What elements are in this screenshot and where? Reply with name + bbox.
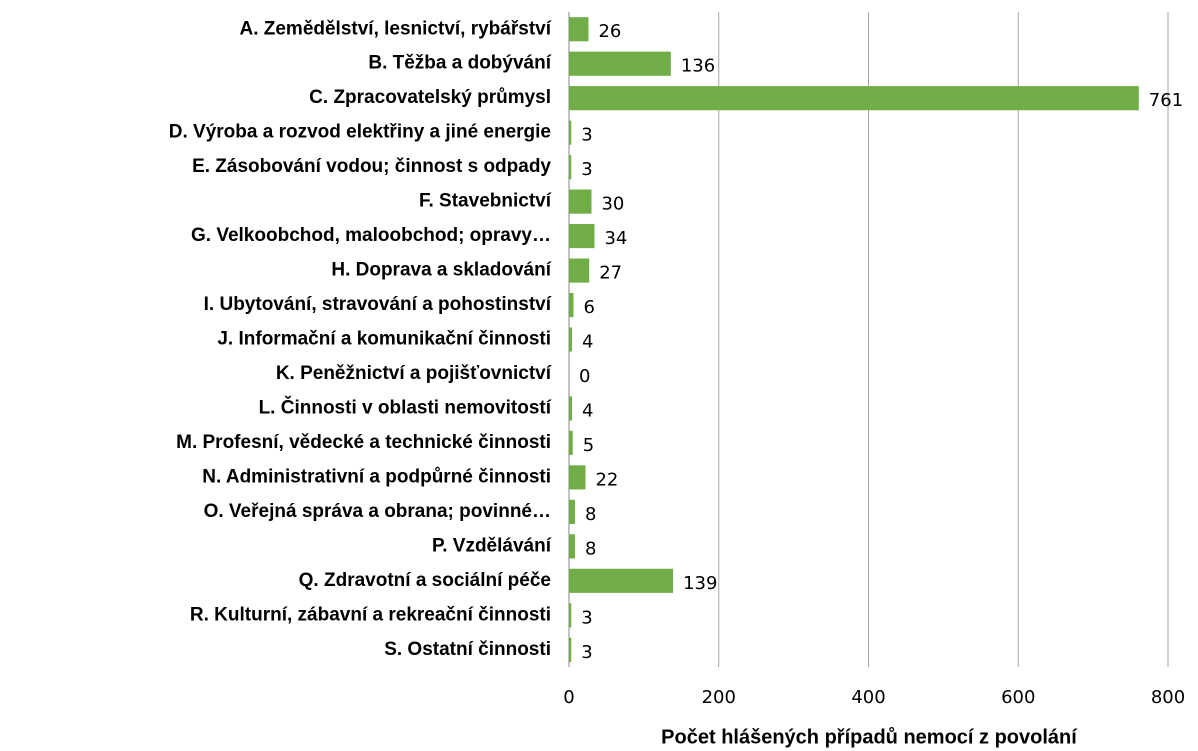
- value-label: 139: [683, 573, 717, 594]
- value-label: 4: [582, 400, 593, 421]
- bar: [569, 637, 572, 662]
- value-label: 8: [585, 538, 596, 559]
- y-tick-label: R. Kulturní, zábavní a rekreační činnost…: [190, 604, 551, 625]
- y-tick-label: M. Profesní, vědecké a technické činnost…: [176, 432, 551, 453]
- value-label: 6: [583, 297, 594, 318]
- bar: [569, 258, 590, 283]
- value-label: 30: [601, 194, 624, 215]
- x-tick-label: 600: [1001, 687, 1035, 708]
- x-tick-label: 400: [851, 687, 885, 708]
- bar: [569, 534, 575, 559]
- value-label: 27: [599, 263, 622, 284]
- value-label: 3: [581, 642, 592, 663]
- value-label: 0: [579, 366, 590, 387]
- x-tick-label: 0: [563, 687, 574, 708]
- bar: [569, 292, 574, 318]
- y-tick-label: A. Zemědělství, lesnictví, rybářství: [239, 18, 551, 39]
- value-label: 4: [582, 332, 593, 353]
- bar: [569, 603, 572, 628]
- value-label: 8: [585, 504, 596, 525]
- bar: [569, 396, 572, 421]
- y-tick-label: K. Peněžnictví a pojišťovnictví: [276, 363, 552, 384]
- x-axis-title: Počet hlášených případů nemocí z povolán…: [661, 726, 1078, 748]
- value-label: 26: [598, 21, 621, 42]
- bar: [569, 17, 589, 42]
- x-tick-label: 800: [1151, 687, 1185, 708]
- y-tick-label: G. Velkoobchod, maloobchod; opravy…: [191, 225, 551, 246]
- y-tick-label: C. Zpracovatelský průmysl: [309, 87, 551, 108]
- y-tick-label: J. Informační a komunikační činnosti: [217, 329, 551, 350]
- value-label: 761: [1149, 90, 1183, 111]
- y-tick-label: B. Těžba a dobývání: [368, 53, 551, 74]
- bar: [569, 465, 586, 490]
- value-label: 3: [581, 607, 592, 628]
- bar: [569, 51, 671, 76]
- value-label: 34: [604, 228, 627, 249]
- bar: [569, 499, 575, 524]
- x-tick-label: 200: [702, 687, 736, 708]
- value-label: 136: [681, 56, 715, 77]
- bar: [569, 430, 573, 455]
- y-tick-label: S. Ostatní činnosti: [384, 639, 551, 660]
- value-label: 5: [583, 435, 594, 456]
- y-tick-label: P. Vzdělávání: [432, 535, 552, 556]
- y-tick-label: Q. Zdravotní a sociální péče: [299, 570, 551, 591]
- y-tick-label: H. Doprava a skladování: [331, 260, 551, 281]
- bar: [569, 568, 674, 593]
- y-tick-label: D. Výroba a rozvod elektřiny a jiné ener…: [169, 122, 551, 143]
- y-tick-label: F. Stavebnictví: [419, 191, 552, 212]
- bar: [569, 86, 1139, 111]
- value-label: 22: [595, 469, 618, 490]
- bar: [569, 155, 572, 180]
- value-label: 3: [581, 125, 592, 146]
- bar: [569, 189, 592, 214]
- bar: [569, 120, 572, 145]
- y-tick-label: O. Veřejná správa a obrana; povinné…: [204, 501, 551, 522]
- y-tick-label: N. Administrativní a podpůrné činnosti: [202, 466, 551, 487]
- bar: [569, 327, 572, 352]
- y-tick-label: L. Činnosti v oblasti nemovitostí: [259, 396, 552, 418]
- bar: [569, 224, 595, 249]
- value-label: 3: [581, 159, 592, 180]
- y-tick-label: E. Zásobování vodou; činnost s odpady: [192, 156, 551, 177]
- y-tick-label: I. Ubytování, stravování a pohostinství: [204, 294, 552, 315]
